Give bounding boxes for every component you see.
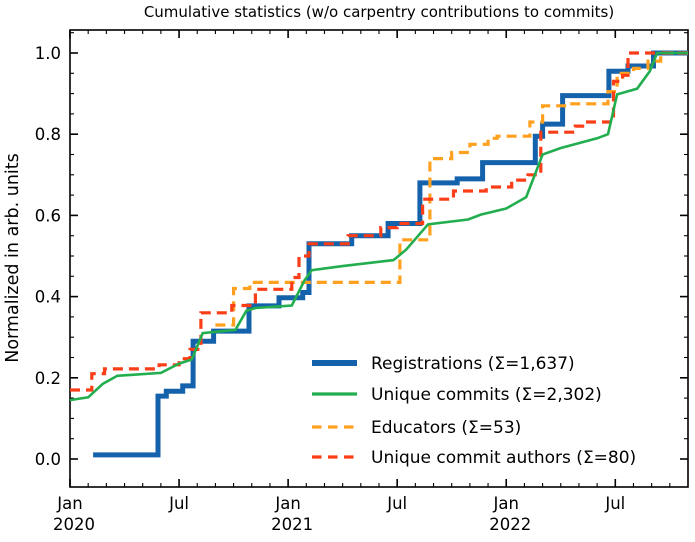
x-tick-label: Jul bbox=[604, 494, 625, 513]
y-tick-label: 0.8 bbox=[35, 125, 61, 144]
y-tick-label: 0.2 bbox=[35, 369, 61, 388]
x-tick-year-label: 2022 bbox=[489, 515, 531, 534]
x-tick-year-label: 2020 bbox=[53, 515, 95, 534]
series-line-educators bbox=[215, 51, 688, 327]
y-tick-label: 0.0 bbox=[35, 450, 61, 469]
x-tick-year-label: 2021 bbox=[271, 515, 313, 534]
y-axis-label: Normalized in arb. units bbox=[3, 153, 23, 363]
series-line-unique-commit-authors bbox=[70, 51, 688, 392]
x-tick-label: Jul bbox=[168, 494, 189, 513]
chart-title: Cumulative statistics (w/o carpentry con… bbox=[144, 3, 614, 21]
x-tick-label: Jan bbox=[493, 494, 519, 513]
legend-label: Unique commit authors (Σ=80) bbox=[371, 448, 636, 468]
x-tick-label: Jan bbox=[274, 494, 300, 513]
y-tick-label: 1.0 bbox=[35, 44, 61, 63]
x-tick-label: Jan bbox=[56, 494, 82, 513]
x-tick-label: Jul bbox=[386, 494, 407, 513]
y-tick-label: 0.6 bbox=[35, 206, 61, 225]
legend-label: Educators (Σ=53) bbox=[371, 418, 521, 438]
legend-label: Unique commits (Σ=2,302) bbox=[371, 385, 602, 405]
legend-label: Registrations (Σ=1,637) bbox=[371, 354, 575, 374]
y-tick-label: 0.4 bbox=[35, 288, 61, 307]
series-line-unique-commits bbox=[69, 51, 688, 402]
